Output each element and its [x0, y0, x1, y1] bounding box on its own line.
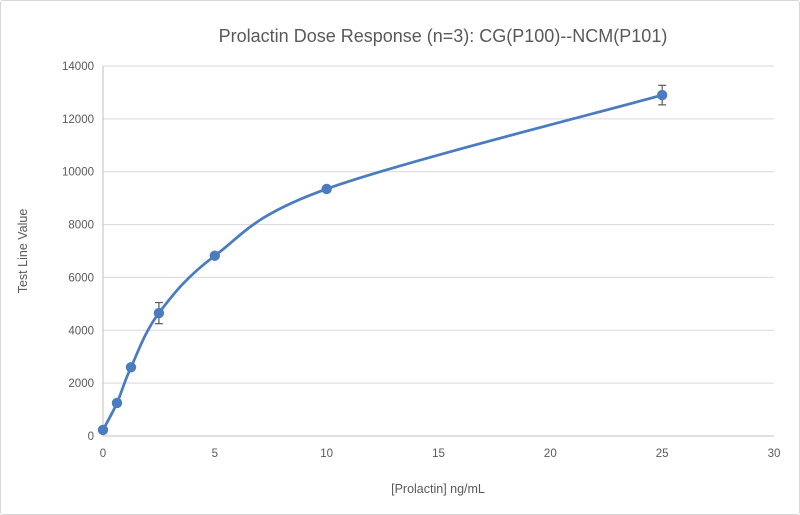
data-point-marker — [153, 307, 165, 319]
x-tick-label: 15 — [432, 448, 445, 460]
x-tick-label: 30 — [768, 448, 781, 460]
data-point-marker — [321, 183, 332, 195]
series-curve — [101, 93, 664, 432]
x-tick-label: 10 — [320, 448, 333, 460]
data-point-marker — [656, 89, 668, 101]
y-tick-label: 4000 — [68, 325, 94, 337]
data-point-marker — [125, 362, 137, 373]
plot-area: 0 2000 4000 6000 8000 10000 12000 14000 0 5 10 15 20… — [62, 61, 780, 460]
y-tick-label: 8000 — [68, 220, 94, 232]
chart-title: Prolactin Dose Response (n=3): CG(P100)-… — [219, 26, 668, 46]
x-tick-label: 0 — [100, 448, 106, 460]
y-tick-label: 10000 — [62, 167, 94, 179]
y-tick-label: 6000 — [68, 272, 94, 284]
y-tick-label: 12000 — [62, 114, 94, 126]
y-axis-title: Test Line Value — [16, 209, 30, 294]
data-point-marker — [97, 424, 109, 436]
y-tick-label: 14000 — [62, 61, 94, 73]
data-point-marker — [111, 397, 123, 409]
data-point-marker — [209, 250, 221, 261]
x-tick-label: 25 — [656, 448, 669, 460]
x-tick-label: 5 — [212, 448, 218, 460]
y-tick-label: 0 — [88, 431, 94, 443]
x-axis-title: [Prolactin] ng/mL — [391, 482, 485, 496]
x-tick-label: 20 — [544, 448, 557, 460]
y-tick-label: 2000 — [68, 378, 94, 390]
